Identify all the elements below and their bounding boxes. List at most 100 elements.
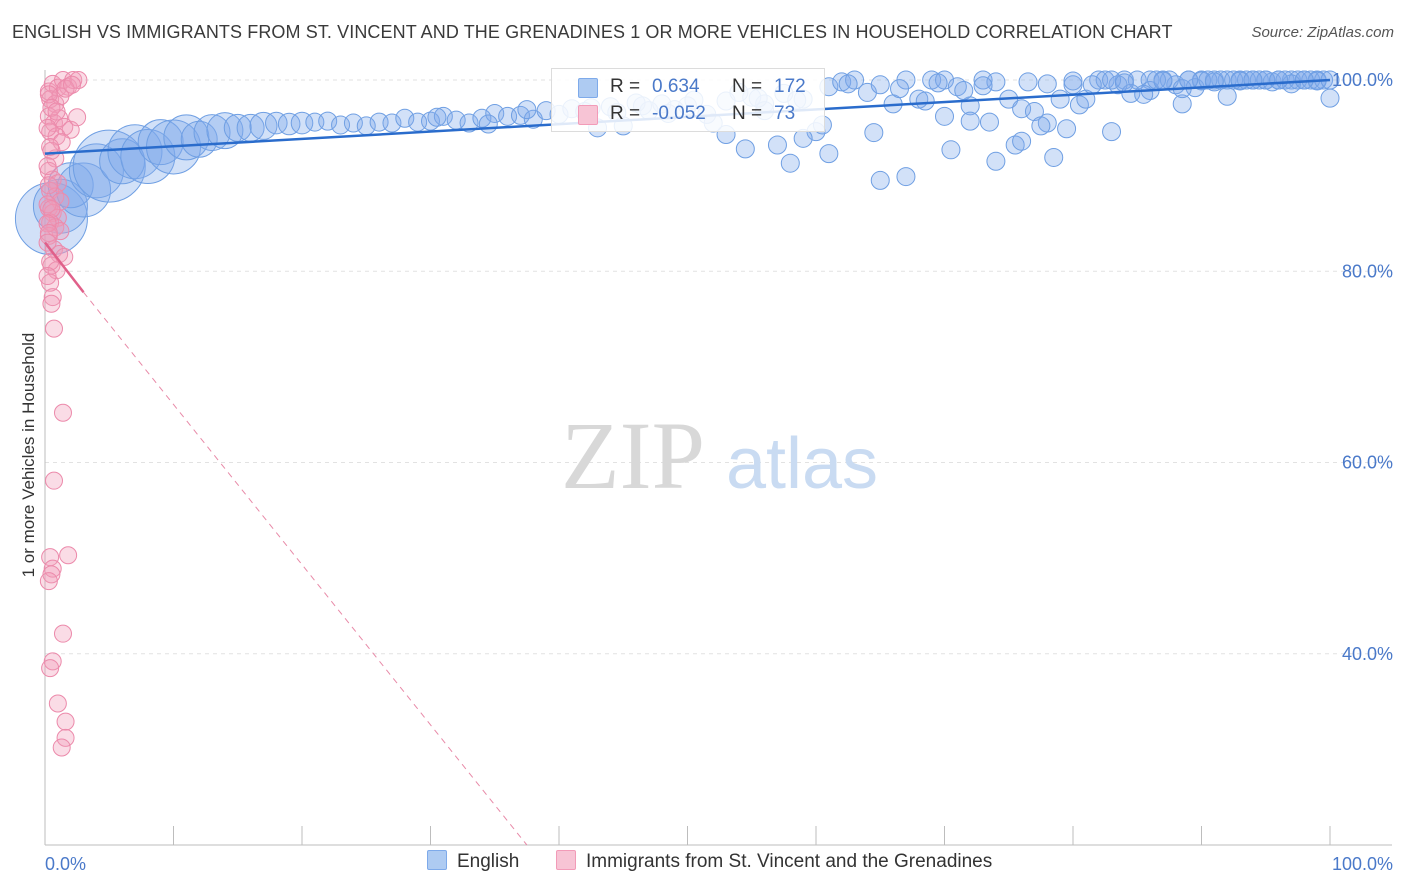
english-point (838, 74, 858, 94)
english-point (1095, 70, 1115, 90)
english-point (1172, 94, 1192, 114)
immigrant-point (38, 157, 57, 176)
n-label: N = (732, 103, 763, 124)
english-point (485, 103, 505, 123)
english-point (1063, 71, 1083, 91)
english-point (265, 111, 288, 135)
english-point (1037, 74, 1057, 94)
immigrants-n-value: 73 (774, 103, 796, 124)
english-point (1024, 102, 1044, 122)
axes (44, 70, 1392, 846)
english-point (1082, 75, 1102, 95)
english-point (1243, 70, 1263, 90)
y-tick-label: 60.0% (1342, 453, 1393, 473)
english-point (780, 153, 800, 173)
immigrants-swatch (578, 105, 598, 125)
immigrant-point (52, 738, 71, 757)
english-point (1044, 147, 1064, 167)
immigrant-point (44, 319, 63, 338)
english-point (318, 111, 338, 131)
immigrants-trend-extension (83, 291, 528, 846)
immigrant-point (41, 659, 60, 678)
english-point (137, 119, 184, 166)
english-point (1134, 84, 1154, 104)
english-point (915, 91, 935, 111)
immigrant-point (47, 102, 66, 121)
english-point (870, 170, 890, 190)
english-point (1012, 131, 1032, 151)
english-point (459, 113, 479, 133)
english-point (935, 106, 954, 126)
english-legend-swatch (427, 850, 447, 870)
immigrant-point (59, 546, 78, 565)
immigrant-point (39, 572, 58, 591)
grid-lines (45, 79, 1392, 655)
immigrant-point (43, 288, 62, 307)
immigrant-point (62, 75, 81, 94)
watermark: ZIP atlas (561, 402, 878, 509)
english-point (277, 112, 301, 136)
x-tick-label: 100.0% (1332, 854, 1393, 874)
english-point (517, 100, 537, 120)
english-point (1057, 119, 1077, 139)
immigrant-point (56, 712, 75, 731)
x-tick-label: 0.0% (45, 854, 86, 874)
legend-row-immigrants: R = -0.052 N = 73 (552, 101, 824, 127)
immigrant-point (53, 624, 72, 643)
immigrant-point (38, 267, 57, 286)
english-legend-label: English (457, 851, 520, 872)
english-point (819, 144, 839, 164)
immigrants-legend-swatch (556, 850, 576, 870)
bottom-legend-english: English (427, 850, 519, 873)
english-point (180, 120, 218, 158)
immigrant-point (48, 694, 67, 713)
chart-title: ENGLISH VS IMMIGRANTS FROM ST. VINCENT A… (12, 22, 1173, 42)
immigrant-point (42, 294, 61, 313)
english-point (928, 73, 948, 93)
y-tick-label: 40.0% (1342, 644, 1393, 664)
immigrant-point (68, 108, 87, 127)
english-point (735, 139, 755, 159)
english-point (1031, 116, 1051, 136)
immigrant-point (42, 200, 61, 219)
watermark-zip: ZIP (561, 402, 705, 509)
source-credit: Source: ZipAtlas.com (1251, 24, 1394, 41)
immigrants-trend-line (44, 241, 85, 294)
immigrant-point (41, 137, 60, 156)
immigrants-r-value: -0.052 (652, 103, 706, 124)
english-point (979, 112, 999, 132)
english-n-value: 172 (774, 76, 806, 97)
immigrant-point (48, 174, 67, 193)
immigrant-point (38, 118, 57, 137)
english-point (427, 107, 447, 127)
english-point (1018, 72, 1038, 92)
english-point (973, 76, 993, 96)
english-point (478, 114, 498, 134)
english-point (1153, 71, 1173, 91)
english-point (1102, 122, 1122, 142)
english-point (1050, 89, 1070, 109)
y-tick-label: 80.0% (1342, 261, 1393, 281)
english-point (896, 167, 916, 187)
r-label: R = (610, 76, 641, 97)
english-point (433, 106, 453, 126)
english-point (1179, 70, 1199, 90)
english-point (1198, 70, 1218, 90)
english-swatch (578, 78, 598, 98)
immigrant-point (44, 471, 63, 490)
english-r-value: 0.634 (652, 76, 700, 97)
immigrant-point (39, 176, 58, 195)
english-point (793, 128, 813, 148)
n-label: N = (732, 76, 763, 97)
english-point (223, 113, 252, 142)
english-point (986, 72, 1006, 92)
english-point (870, 75, 890, 95)
english-point (1102, 70, 1122, 90)
immigrants-legend-label: Immigrants from St. Vincent and the Gren… (586, 851, 993, 872)
bottom-legend-immigrants: Immigrants from St. Vincent and the Gren… (556, 850, 992, 873)
english-point (890, 79, 910, 99)
english-point (864, 123, 884, 143)
english-point (1269, 70, 1289, 90)
english-point (767, 135, 787, 155)
